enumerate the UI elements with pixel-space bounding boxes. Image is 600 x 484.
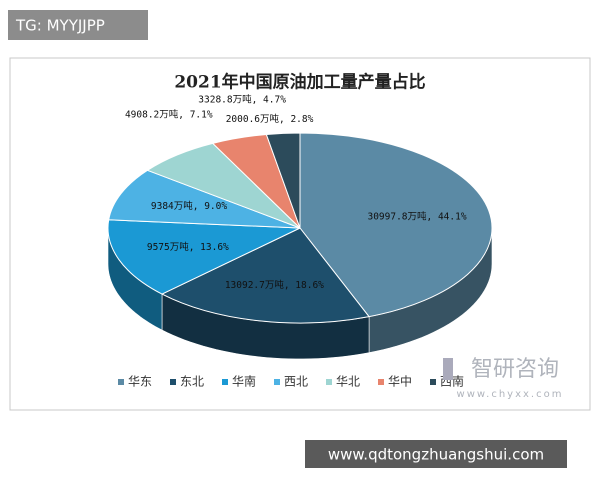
legend-swatch xyxy=(170,379,176,385)
legend-swatch xyxy=(378,379,384,385)
slice xyxy=(160,227,370,324)
banner-bg xyxy=(305,440,567,468)
slice xyxy=(299,132,493,318)
banner: www.qdtongzhuangshui.com xyxy=(328,446,544,464)
data-label: 9384万吨, 9.0% xyxy=(151,200,227,212)
legend: 华东 东北 华南 西北 华北 华中 西南 xyxy=(118,374,464,389)
legend-swatch xyxy=(274,379,280,385)
data-label: 2000.6万吨, 2.8% xyxy=(226,113,314,125)
chart-title: 2021年中国原油加工量产量占比 xyxy=(174,72,425,93)
legend-swatch xyxy=(222,379,228,385)
legend-swatch xyxy=(430,379,436,385)
badge-bg xyxy=(8,10,148,40)
legend-label: 西北 xyxy=(284,375,308,389)
pie: 30997.8万吨, 44.1% 13092.7万吨, 18.6% 9575万吨, … xyxy=(107,94,493,360)
legend-label: 华南 xyxy=(232,374,256,389)
legend-swatch xyxy=(118,379,124,385)
watermark-url: www.chyxx.com xyxy=(457,389,564,400)
slice xyxy=(108,169,301,229)
slice xyxy=(107,219,301,295)
legend-label: 华北 xyxy=(336,375,360,389)
legend-label: 华中 xyxy=(388,374,412,389)
legend-swatch xyxy=(326,379,332,385)
watermark-name: 智研咨询 xyxy=(471,357,559,382)
badge: TG: MYYJJPP xyxy=(15,17,105,35)
data-label: 30997.8万吨, 44.1% xyxy=(367,211,466,223)
data-label: 13092.7万吨, 18.6% xyxy=(225,279,324,291)
slice xyxy=(265,132,301,229)
legend-label: 华东 xyxy=(128,375,152,389)
data-label: 9575万吨, 13.6% xyxy=(147,241,229,253)
watermark-logo xyxy=(443,358,453,380)
data-label: 4908.2万吨, 7.1% xyxy=(125,108,213,120)
legend-label: 东北 xyxy=(180,375,204,389)
data-label: 3328.8万吨, 4.7% xyxy=(198,94,286,106)
